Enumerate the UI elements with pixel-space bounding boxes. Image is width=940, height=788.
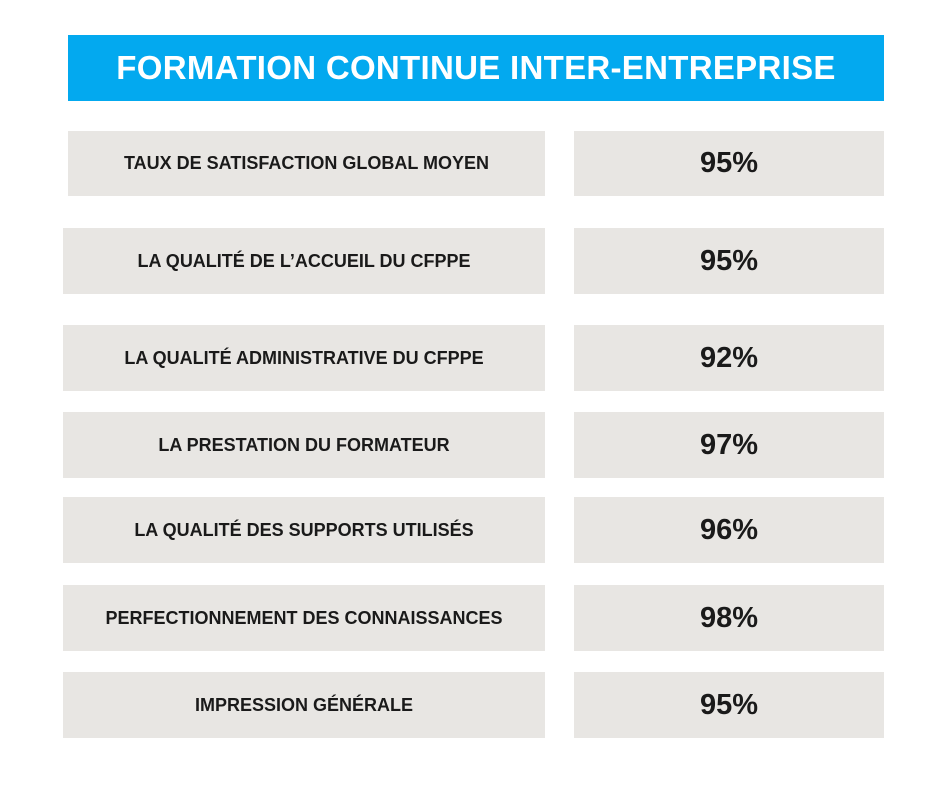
row-value: 95% xyxy=(699,147,759,179)
row-label-cell: LA QUALITÉ DES SUPPORTS UTILISÉS xyxy=(63,497,545,563)
row-label-cell: LA QUALITÉ DE L’ACCUEIL DU CFPPE xyxy=(63,228,545,294)
row-value-cell: 98% xyxy=(574,585,884,651)
row-value-cell: 97% xyxy=(574,412,884,478)
header-banner: FORMATION CONTINUE INTER-ENTREPRISE xyxy=(68,35,884,101)
row-label-cell: LA PRESTATION DU FORMATEUR xyxy=(63,412,545,478)
row-label: LA QUALITÉ DES SUPPORTS UTILISÉS xyxy=(134,519,474,540)
row-value-cell: 95% xyxy=(574,131,884,196)
row-label: PERFECTIONNEMENT DES CONNAISSANCES xyxy=(105,607,503,628)
row-value: 96% xyxy=(699,513,759,546)
row-value: 98% xyxy=(699,601,759,634)
row-label: LA QUALITÉ ADMINISTRATIVE DU CFPPE xyxy=(124,347,484,368)
row-label-cell: IMPRESSION GÉNÉRALE xyxy=(63,672,545,738)
row-value-cell: 95% xyxy=(574,228,884,294)
row-value-cell: 95% xyxy=(574,672,884,738)
row-value-cell: 92% xyxy=(574,325,884,391)
row-value: 92% xyxy=(699,341,759,374)
row-label: TAUX DE SATISFACTION GLOBAL MOYEN xyxy=(123,153,489,173)
row-label: IMPRESSION GÉNÉRALE xyxy=(194,694,414,715)
row-value: 95% xyxy=(699,688,759,721)
row-value: 95% xyxy=(699,244,759,277)
page-title: FORMATION CONTINUE INTER-ENTREPRISE xyxy=(116,49,836,86)
row-label-cell: LA QUALITÉ ADMINISTRATIVE DU CFPPE xyxy=(63,325,545,391)
row-value: 97% xyxy=(699,428,759,461)
row-value-cell: 96% xyxy=(574,497,884,563)
row-label: LA QUALITÉ DE L’ACCUEIL DU CFPPE xyxy=(137,250,471,271)
row-label-cell: PERFECTIONNEMENT DES CONNAISSANCES xyxy=(63,585,545,651)
row-label-cell: TAUX DE SATISFACTION GLOBAL MOYEN xyxy=(68,131,545,196)
row-label: LA PRESTATION DU FORMATEUR xyxy=(158,434,450,455)
